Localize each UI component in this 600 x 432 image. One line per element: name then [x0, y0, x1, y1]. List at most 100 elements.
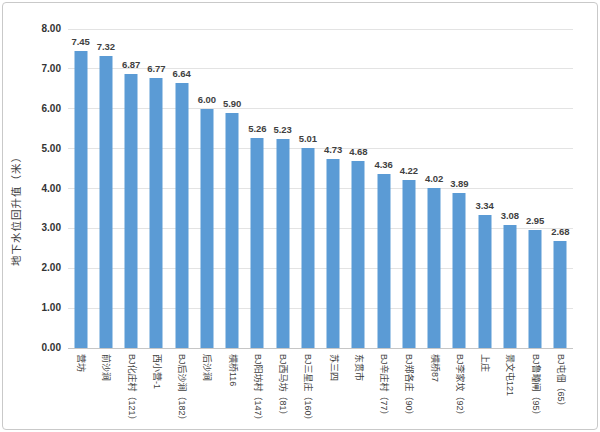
bar	[99, 56, 112, 348]
bar	[554, 241, 567, 348]
bar-value-label: 7.32	[97, 41, 116, 52]
x-category-label: 上庄	[480, 354, 489, 372]
bar	[301, 148, 314, 348]
bar-group: 5.90	[220, 29, 245, 348]
bar-group: 6.00	[194, 29, 219, 348]
bar-value-label: 4.73	[324, 144, 343, 155]
x-label-slot: BJ屯佃（65）	[548, 354, 573, 430]
y-tick-label: 8.00	[3, 23, 61, 34]
bar-value-label: 4.68	[349, 146, 368, 157]
bar-group: 2.68	[548, 29, 573, 348]
x-category-label: BJ西马坊（81）	[278, 354, 287, 420]
bar-group: 6.87	[119, 29, 144, 348]
bar	[251, 138, 264, 348]
x-category-label: 横桥116	[228, 354, 237, 386]
x-category-label: 后沙涧	[202, 354, 211, 381]
bar-value-label: 3.08	[501, 210, 520, 221]
bar	[125, 74, 138, 348]
x-label-slot: 横桥116	[220, 354, 245, 430]
x-category-label: BJ屯佃（65）	[556, 354, 565, 411]
bar-value-label: 4.02	[425, 173, 444, 184]
x-label-slot: 后沙涧	[194, 354, 219, 430]
x-label-slot: BJ鲁疃闸（95）	[523, 354, 548, 430]
bar-value-label: 6.77	[147, 63, 166, 74]
x-label-slot: 苏三四	[321, 354, 346, 430]
bar-value-label: 4.36	[374, 159, 393, 170]
x-category-label: BJ李家坟（92）	[455, 354, 464, 420]
x-category-label: 西小营-1	[152, 354, 161, 389]
x-label-slot: 西小营-1	[144, 354, 169, 430]
bar	[276, 139, 289, 348]
bar-value-label: 5.01	[299, 133, 318, 144]
x-category-label: 前沙涧	[101, 354, 110, 381]
chart-frame: 地下水位回升值（米） 0.001.002.003.004.005.006.007…	[2, 2, 598, 430]
bar-value-label: 5.90	[223, 98, 242, 109]
bar-value-label: 6.87	[122, 59, 141, 70]
x-category-label: BJ化庄村（121）	[127, 354, 136, 425]
x-category-label: BJ鲁疃闸（95）	[531, 354, 540, 420]
bar-group: 3.89	[447, 29, 472, 348]
bar-series: 7.457.326.876.776.646.005.905.265.235.01…	[68, 29, 573, 348]
x-category-label: BJ辛庄村（77）	[379, 354, 388, 420]
bar-group: 4.73	[321, 29, 346, 348]
x-category-label: BJ郑各庄（90）	[404, 354, 413, 420]
x-label-slot: 景文屯121	[497, 354, 522, 430]
bar-value-label: 3.89	[450, 178, 469, 189]
plot-area: 7.457.326.876.776.646.005.905.265.235.01…	[68, 29, 573, 348]
x-label-slot: BJ郑各庄（90）	[396, 354, 421, 430]
x-label-slot: 上庄	[472, 354, 497, 430]
y-tick-label: 7.00	[3, 63, 61, 74]
y-tick-label: 6.00	[3, 103, 61, 114]
x-category-label: 横桥87	[430, 354, 439, 382]
x-label-slot: BJ李家坟（92）	[447, 354, 472, 430]
x-label-slot: 东贯市	[346, 354, 371, 430]
bar-group: 4.68	[346, 29, 371, 348]
x-category-label: BJ阳坊村（147）	[253, 354, 262, 425]
x-category-label: 景文屯121	[505, 354, 514, 396]
bar-group: 5.26	[245, 29, 270, 348]
x-label-slot: BJ西马坊（81）	[270, 354, 295, 430]
bar-group: 3.34	[472, 29, 497, 348]
bar-group: 4.02	[422, 29, 447, 348]
bar	[529, 230, 542, 348]
y-tick-label: 0.00	[3, 342, 61, 353]
bar-value-label: 2.95	[526, 215, 545, 226]
x-label-slot: BJ辛庄村（77）	[371, 354, 396, 430]
y-tick-label: 5.00	[3, 143, 61, 154]
bar	[150, 78, 163, 348]
bar	[74, 51, 87, 348]
y-tick-label: 4.00	[3, 183, 61, 194]
bar	[327, 159, 340, 348]
x-category-label: 营坊	[76, 354, 85, 372]
x-label-slot: BJ三星庄（160）	[295, 354, 320, 430]
x-axis-category-labels: 营坊 前沙涧 BJ化庄村（121） 西小营-1 BJ后沙涧（182） 后沙涧 横桥116 BJ…	[68, 354, 573, 430]
y-tick-label: 1.00	[3, 302, 61, 313]
y-tick-label: 3.00	[3, 222, 61, 233]
x-label-slot: 横桥87	[422, 354, 447, 430]
bar-value-label: 4.22	[400, 165, 419, 176]
bar-group: 4.36	[371, 29, 396, 348]
x-label-slot: BJ阳坊村（147）	[245, 354, 270, 430]
bar	[200, 109, 213, 348]
bar	[478, 215, 491, 348]
bar-group: 3.08	[497, 29, 522, 348]
bar-group: 4.22	[396, 29, 421, 348]
bar-value-label: 5.23	[273, 124, 292, 135]
bar-group: 6.64	[169, 29, 194, 348]
bar-value-label: 6.00	[198, 94, 217, 105]
bar-group: 2.95	[523, 29, 548, 348]
bar-value-label: 2.68	[551, 226, 570, 237]
bar-value-label: 3.34	[475, 200, 494, 211]
bar-group: 5.01	[295, 29, 320, 348]
bar	[352, 161, 365, 348]
bar	[428, 188, 441, 348]
x-label-slot: BJ后沙涧（182）	[169, 354, 194, 430]
bar-value-label: 6.64	[172, 68, 191, 79]
bar	[226, 113, 239, 348]
x-category-label: BJ三星庄（160）	[303, 354, 312, 425]
y-tick-label: 2.00	[3, 262, 61, 273]
bar-group: 7.32	[93, 29, 118, 348]
x-label-slot: BJ化庄村（121）	[119, 354, 144, 430]
x-label-slot: 前沙涧	[93, 354, 118, 430]
bar-value-label: 5.26	[248, 123, 267, 134]
